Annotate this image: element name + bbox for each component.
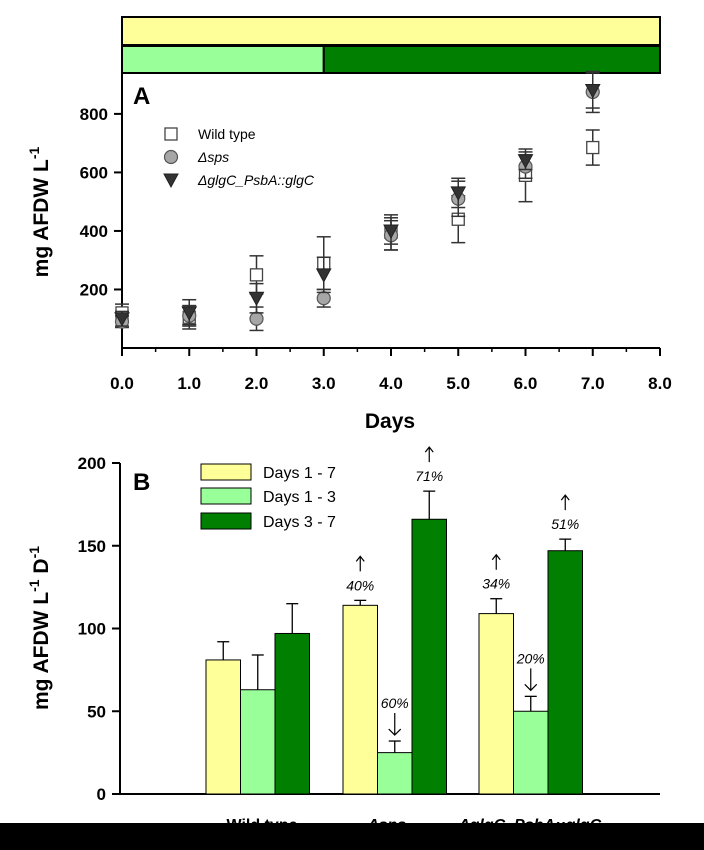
x-tick-label: 0.0: [110, 374, 134, 393]
legend-entry-label: Days 3 - 7: [263, 514, 336, 531]
panel-a-axes: 0.0 1.0 2.0 3.0 4.0 5.0 6.0 7.0 8.0 200 400 600 800: [80, 70, 672, 393]
legend-swatch: [200, 463, 252, 481]
glgc-marker: [163, 173, 179, 189]
panel-a-data-points: [114, 70, 601, 332]
panel-a-label: A: [133, 83, 150, 110]
bar: [478, 613, 514, 795]
sps-marker: [316, 291, 331, 306]
up-arrow-icon: [560, 494, 570, 511]
wild-type-marker: [586, 140, 600, 155]
y-tick-label: 400: [80, 222, 108, 241]
panel-b-y-axis-title: mg AFDW L-1 D-1: [26, 546, 53, 710]
bar: [411, 518, 447, 795]
legend-entry-label: Days 1 - 7: [263, 465, 336, 482]
bottom-black-band: [0, 823, 704, 850]
y-tick-label: 800: [80, 105, 108, 124]
glgc-marker: [114, 312, 130, 327]
percent-change-label: 60%: [381, 695, 409, 711]
y-tick-label: 50: [87, 702, 106, 721]
y-tick-label: 200: [80, 280, 108, 299]
sps-marker: [163, 149, 179, 165]
bar: [377, 752, 413, 795]
sps-marker: [249, 311, 264, 326]
y-tick-label: 150: [78, 537, 106, 556]
up-arrow-icon: [424, 446, 434, 463]
legend-swatch: [200, 487, 252, 505]
bar: [240, 689, 276, 795]
percent-change-label: 34%: [482, 576, 510, 592]
panel-b-label: B: [133, 469, 150, 496]
glgc-marker: [181, 306, 198, 321]
x-tick-label: 7.0: [581, 374, 605, 393]
bar: [547, 550, 583, 795]
legend-entry-label: Wild type: [198, 126, 256, 142]
glgc-marker: [584, 83, 601, 99]
y-tick-label: 200: [78, 454, 106, 473]
x-tick-label: 3.0: [312, 374, 336, 393]
light-condition-bars: [121, 16, 661, 74]
bar: [513, 710, 549, 795]
wild-type-marker: [164, 127, 178, 141]
panel-a-y-axis-title: mg AFDW L-1: [26, 146, 53, 277]
x-tick-label: 6.0: [514, 374, 538, 393]
panel-b-annotations: 40% 60% 71% 34% 20% 51%: [346, 446, 579, 736]
panel-a-x-axis-title: Days: [365, 410, 415, 433]
legend-entry-label: Δsps: [197, 149, 229, 165]
down-arrow-icon: [524, 668, 538, 692]
percent-change-label: 20%: [516, 650, 545, 666]
condition-bar: [121, 16, 661, 46]
y-tick-label: 600: [80, 163, 108, 182]
glgc-marker: [517, 154, 534, 169]
y-tick-label: 0: [97, 785, 106, 804]
x-tick-label: 5.0: [446, 374, 470, 393]
bar: [274, 632, 310, 795]
glgc-marker: [248, 291, 265, 307]
up-arrow-icon: [355, 555, 365, 572]
down-arrow-icon: [388, 713, 402, 736]
glgc-marker: [383, 224, 399, 240]
up-arrow-icon: [491, 553, 501, 570]
bar: [205, 659, 241, 795]
y-tick-label: 100: [78, 620, 106, 639]
bar: [342, 604, 378, 795]
condition-bar: [121, 45, 325, 74]
glgc-marker: [315, 268, 332, 283]
x-tick-label: 4.0: [379, 374, 403, 393]
panel-a-scatter-chart: A 0.0 1.0 2.0 3.0 4.0 5.0 6.0 7.0 8.0 200 400 600 80…: [26, 16, 672, 433]
x-tick-label: 2.0: [245, 374, 269, 393]
panel-b-legend: Days 1 - 7 Days 1 - 3 Days 3 - 7: [200, 463, 336, 531]
percent-change-label: 71%: [415, 468, 443, 484]
percent-change-label: 40%: [346, 577, 374, 593]
legend-entry-label: Days 1 - 3: [263, 489, 336, 506]
legend-entry-label: ΔglgC_PsbA::glgC: [197, 172, 315, 188]
x-tick-label: 1.0: [177, 374, 201, 393]
panel-b-bars: [205, 490, 583, 795]
panel-b-bar-chart: B 0 50 100 150 200 40% 60% 71% 34% 20% 51% Days 1…: [26, 446, 660, 834]
x-tick-label: 8.0: [648, 374, 672, 393]
glgc-marker: [450, 186, 467, 201]
legend-swatch: [200, 512, 252, 530]
percent-change-label: 51%: [551, 516, 579, 532]
wild-type-marker: [249, 268, 264, 282]
condition-bar: [322, 45, 661, 74]
